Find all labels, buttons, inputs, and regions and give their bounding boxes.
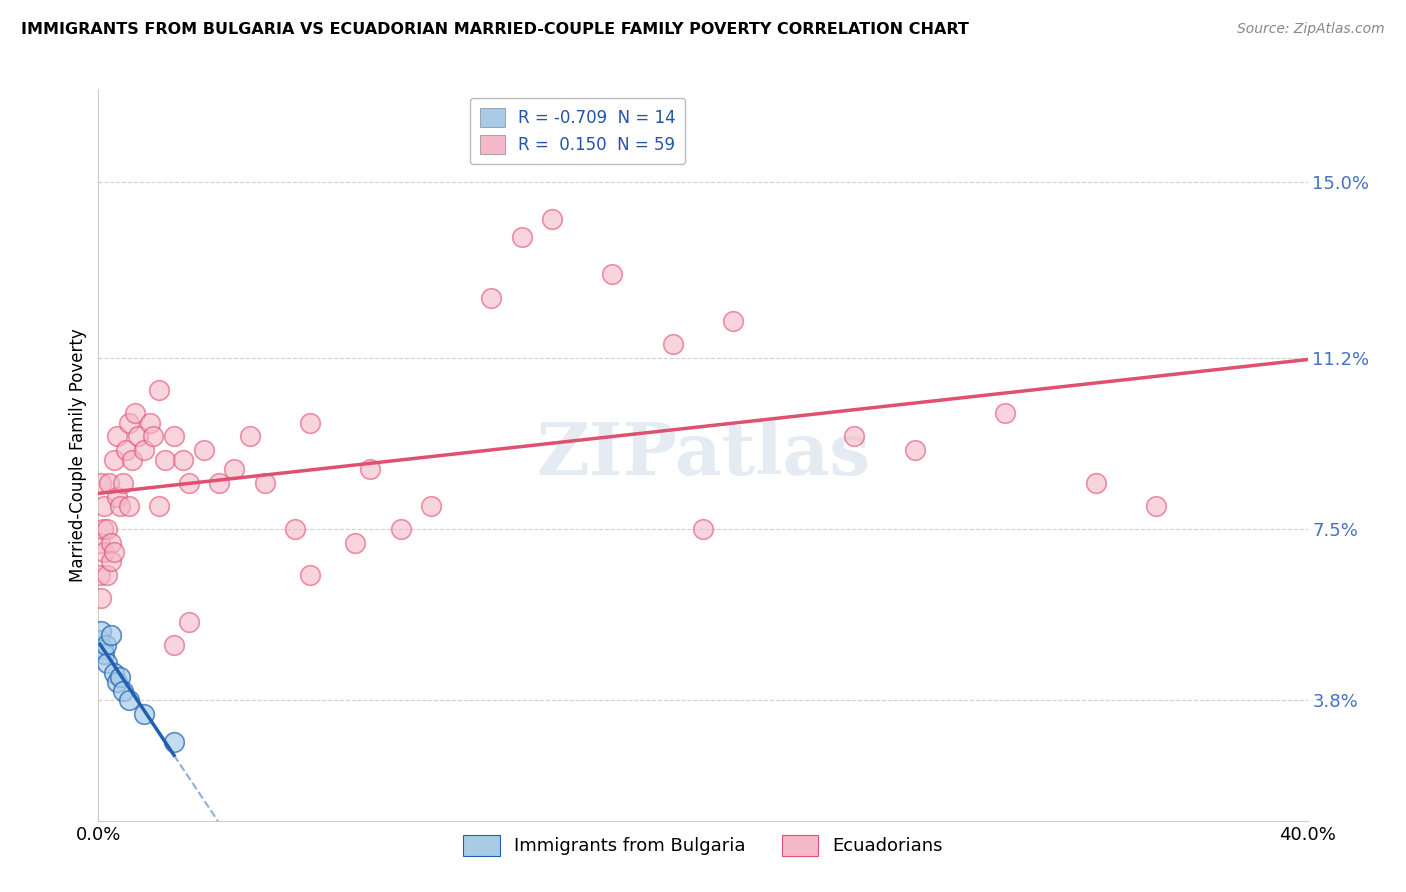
Point [299, 568, 322, 582]
Point [148, 499, 170, 513]
Point [118, 416, 141, 430]
Point [108, 670, 131, 684]
Point [105, 429, 128, 443]
Point [96, 657, 118, 671]
Point [224, 462, 246, 476]
Point [111, 475, 134, 490]
Point [208, 475, 231, 490]
Point [100, 554, 122, 568]
Point [389, 522, 412, 536]
Point [994, 406, 1017, 420]
Point [91, 522, 114, 536]
Point [118, 499, 141, 513]
Point [692, 522, 714, 536]
Point [723, 313, 745, 327]
Point [93, 499, 115, 513]
Point [90, 624, 112, 638]
Point [94, 638, 117, 652]
Point [132, 707, 155, 722]
Point [172, 452, 194, 467]
Point [93, 647, 115, 661]
Text: IMMIGRANTS FROM BULGARIA VS ECUADORIAN MARRIED-COUPLE FAMILY POVERTY CORRELATION: IMMIGRANTS FROM BULGARIA VS ECUADORIAN M… [21, 22, 969, 37]
Point [105, 490, 128, 504]
Point [360, 462, 382, 476]
Point [179, 615, 201, 629]
Point [93, 545, 115, 559]
Point [148, 383, 170, 397]
Point [108, 499, 131, 513]
Point [179, 475, 201, 490]
Point [661, 336, 683, 351]
Point [163, 429, 186, 443]
Point [114, 443, 136, 458]
Legend: Immigrants from Bulgaria, Ecuadorians: Immigrants from Bulgaria, Ecuadorians [456, 828, 950, 863]
Point [139, 416, 162, 430]
Point [96, 568, 118, 582]
Text: ZIPatlas: ZIPatlas [536, 419, 870, 491]
Point [142, 429, 165, 443]
Point [510, 230, 533, 244]
Point [89, 633, 111, 648]
Point [89, 568, 111, 582]
Point [103, 452, 125, 467]
Point [904, 443, 927, 458]
Point [100, 628, 122, 642]
Point [239, 429, 262, 443]
Point [844, 429, 866, 443]
Point [124, 406, 146, 420]
Point [132, 443, 155, 458]
Point [163, 638, 186, 652]
Point [121, 452, 143, 467]
Point [1146, 499, 1168, 513]
Point [193, 443, 215, 458]
Text: Source: ZipAtlas.com: Source: ZipAtlas.com [1237, 22, 1385, 37]
Point [96, 522, 118, 536]
Point [118, 693, 141, 707]
Point [127, 429, 149, 443]
Point [420, 499, 443, 513]
Point [111, 684, 134, 698]
Point [100, 536, 122, 550]
Point [1085, 475, 1108, 490]
Point [103, 665, 125, 680]
Point [253, 475, 276, 490]
Point [299, 416, 322, 430]
Point [105, 674, 128, 689]
Point [344, 536, 367, 550]
Point [98, 475, 121, 490]
Point [284, 522, 307, 536]
Point [540, 211, 562, 226]
Point [91, 642, 114, 657]
Y-axis label: Married-Couple Family Poverty: Married-Couple Family Poverty [69, 328, 87, 582]
Point [90, 591, 112, 606]
Point [481, 291, 503, 305]
Point [90, 475, 112, 490]
Point [89, 536, 111, 550]
Point [153, 452, 176, 467]
Point [602, 268, 624, 282]
Point [103, 545, 125, 559]
Point [163, 735, 186, 749]
